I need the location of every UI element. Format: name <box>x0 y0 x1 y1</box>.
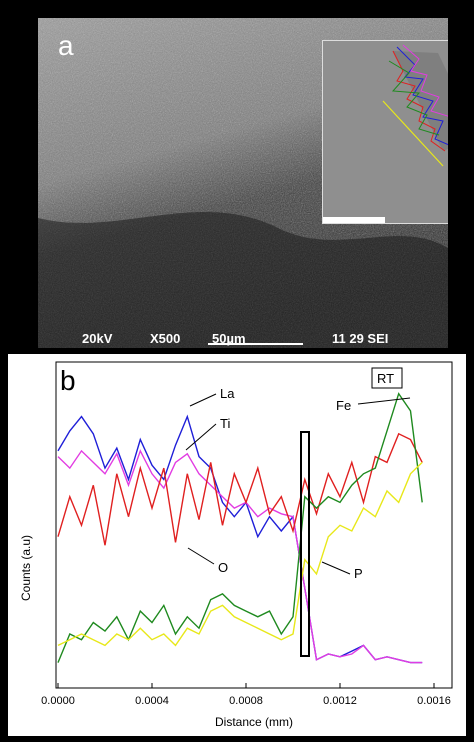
sem-image-panel <box>38 18 448 348</box>
legend-box <box>371 367 403 389</box>
sem-scale-label: 50µm <box>212 331 246 346</box>
annotation-label-la: La <box>220 386 235 401</box>
panel-label-a: a <box>58 30 74 61</box>
series-line-fe <box>57 392 423 663</box>
annotation-label-fe: Fe <box>336 398 351 413</box>
series-line-ti <box>57 449 423 664</box>
panel-label-b: b <box>60 365 76 396</box>
legend-box-text: RT <box>377 371 394 386</box>
x-tick-label: 0.0012 <box>323 695 357 707</box>
x-tick-label: 0.0008 <box>229 695 263 707</box>
annotation-label-p: P <box>354 566 363 581</box>
series-line-p <box>57 461 423 647</box>
chart-canvas: b 0.0000 0.0004 0.0008 0.0012 0.0016 RT Coun… <box>19 361 453 729</box>
linescan-inset-image <box>322 40 448 224</box>
x-axis-label: Distance (mm) <box>215 715 293 729</box>
annotation-leader-o <box>187 547 215 565</box>
series-line-o <box>57 432 423 546</box>
linescan-inset-drawing <box>323 41 448 223</box>
x-tick-label: 0.0004 <box>135 695 169 707</box>
annotation-leader-la <box>189 393 217 407</box>
x-tick-label: 0.0000 <box>41 695 75 707</box>
annotation-leader-fe <box>357 397 411 405</box>
annotation-label-o: O <box>218 560 228 575</box>
scale-bar <box>208 343 303 345</box>
x-tick-label: 0.0016 <box>417 695 451 707</box>
annotation-layer: La Ti O Fe P <box>185 386 411 581</box>
interface-marker <box>300 431 310 657</box>
sem-kv-label: 20kV <box>82 331 113 346</box>
y-axis-label: Counts (a.u) <box>19 535 33 601</box>
plot-frame <box>55 361 453 689</box>
sem-magnification-label: X500 <box>150 331 181 346</box>
annotation-leader-p <box>321 561 351 575</box>
line-scan-chart: b 0.0000 0.0004 0.0008 0.0012 0.0016 RT Coun… <box>8 354 466 736</box>
series-line-la <box>57 414 423 664</box>
annotation-leader-ti <box>185 423 217 451</box>
series-layer <box>57 392 423 664</box>
annotation-label-ti: Ti <box>220 416 230 431</box>
sem-id-label: 11 29 SEI <box>332 331 389 346</box>
tick-layer: 0.0000 0.0004 0.0008 0.0012 0.0016 <box>41 683 451 707</box>
